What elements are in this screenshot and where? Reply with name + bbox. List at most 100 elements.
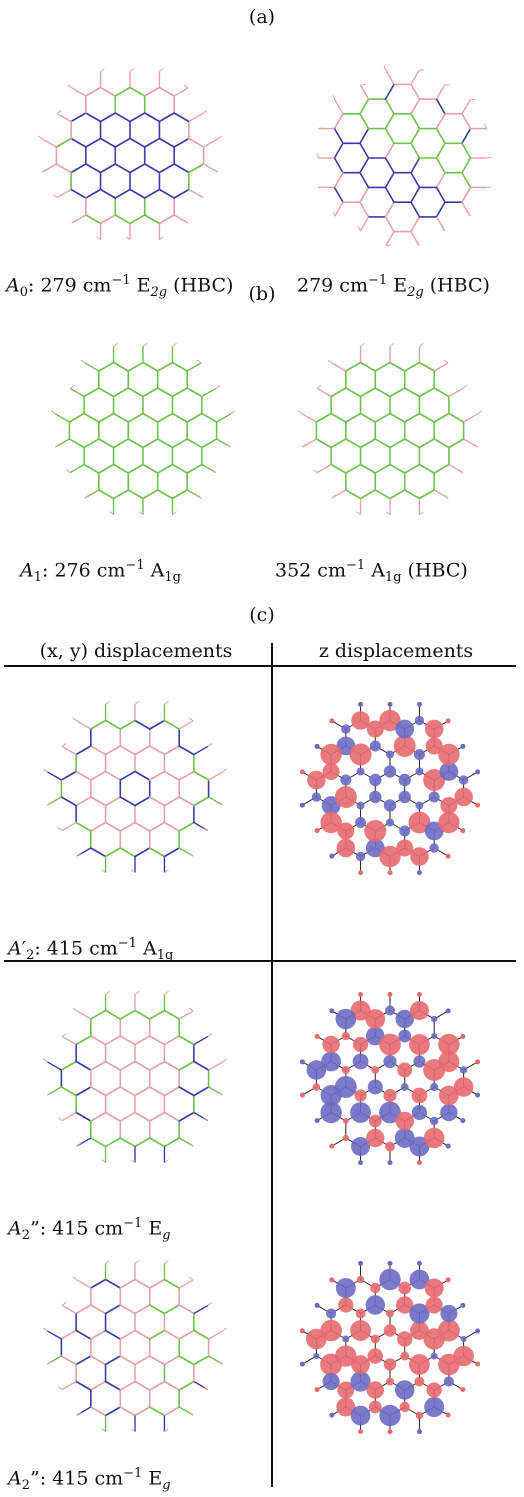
bond [367, 216, 387, 218]
bond [410, 171, 421, 189]
atom-disc [425, 1296, 443, 1314]
displacement-tick [134, 1259, 140, 1264]
bond [359, 127, 370, 145]
atom-disc [351, 711, 370, 730]
bond [75, 1304, 92, 1315]
bond [104, 1406, 122, 1417]
displacement-tick [419, 69, 425, 71]
displacement-tick [207, 1302, 213, 1306]
bond [389, 387, 406, 398]
molecule-b-left [51, 342, 235, 516]
bond [75, 1355, 92, 1366]
bond [119, 1278, 136, 1289]
h-bond [193, 1035, 209, 1046]
atom-disc [321, 1051, 342, 1072]
atom-disc [438, 1051, 460, 1072]
bond [143, 137, 161, 148]
displacement-tick [130, 1159, 136, 1164]
bond [142, 361, 159, 372]
bond [333, 142, 344, 159]
atom-disc [430, 1082, 439, 1092]
displacement-tick [213, 168, 218, 173]
h-bond [61, 1035, 77, 1046]
bond [359, 387, 377, 398]
bond [173, 112, 190, 123]
atom-disc [410, 1321, 429, 1340]
bond [90, 1329, 107, 1340]
displacement-tick [318, 127, 324, 130]
atom-disc [431, 1033, 438, 1039]
h-bond [42, 138, 57, 148]
h-bond [316, 463, 332, 474]
atom-disc [383, 1054, 397, 1069]
h-bond [61, 745, 77, 756]
molecule-c1-xy [43, 700, 227, 874]
displacement-tick [230, 410, 235, 415]
bond [384, 127, 395, 145]
col-header-z: z displacements [318, 640, 474, 662]
bond [142, 387, 159, 398]
bond [435, 98, 446, 115]
bond [114, 86, 131, 97]
h-atom-disc [329, 853, 335, 859]
bond [384, 216, 395, 233]
bond [148, 847, 166, 858]
bond [444, 171, 463, 174]
atom-disc [368, 1400, 382, 1414]
bond [359, 463, 377, 474]
atom-disc [322, 1035, 340, 1054]
atom-disc [409, 1034, 430, 1055]
bond [461, 171, 472, 189]
atom-disc [341, 1065, 350, 1075]
bond [134, 1355, 151, 1366]
bond [104, 1304, 122, 1315]
atom-disc [460, 1335, 467, 1343]
caption-c3: A2”: 415 cm−1 Eg [8, 1466, 171, 1494]
bond [403, 463, 421, 474]
atom-disc [438, 1085, 459, 1106]
displacement-tick [100, 67, 105, 72]
atom-disc [370, 1282, 381, 1294]
bond [374, 387, 391, 398]
atom-disc [423, 1127, 445, 1149]
bond [171, 387, 188, 398]
bond [104, 1329, 122, 1340]
bond [104, 796, 122, 807]
bond [333, 113, 344, 130]
h-bond [302, 413, 317, 423]
bond [201, 438, 218, 449]
bond [418, 186, 438, 189]
displacement-tick [203, 1117, 209, 1121]
atom-disc [409, 1001, 429, 1020]
displacement-tick [101, 1159, 106, 1164]
displacement-tick [218, 1360, 223, 1365]
bond [60, 1355, 77, 1366]
bond [333, 186, 344, 203]
bond [90, 719, 107, 730]
bond [134, 770, 151, 781]
atom-disc [430, 1352, 438, 1360]
bond [178, 1111, 195, 1122]
atom-disc [395, 1111, 415, 1131]
atom-disc [453, 1345, 474, 1367]
atom-disc [367, 1348, 383, 1364]
bond [156, 387, 174, 398]
bond [119, 745, 136, 756]
bond [461, 186, 472, 203]
bond [384, 201, 395, 218]
bond [60, 796, 77, 807]
displacement-tick [218, 801, 223, 806]
displacement-tick [467, 211, 471, 217]
bond [188, 137, 205, 148]
bond [83, 463, 100, 474]
molecule-c3-z [299, 1260, 481, 1435]
bond [60, 770, 77, 781]
displacement-tick [188, 852, 194, 857]
atom-disc [438, 743, 460, 766]
displacement-tick [57, 1386, 63, 1390]
displacement-tick [164, 869, 169, 874]
bond [134, 1380, 151, 1391]
bond [104, 770, 122, 781]
atom-disc [320, 811, 342, 834]
bond [330, 438, 347, 449]
